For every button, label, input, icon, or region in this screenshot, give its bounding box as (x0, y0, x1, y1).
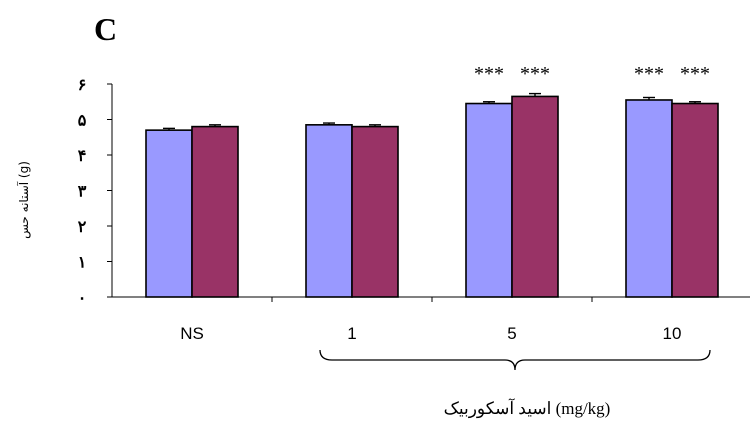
error-bars (163, 92, 701, 131)
significance-marker: *** (474, 63, 504, 85)
panel-label: C (94, 11, 117, 47)
bar (511, 95, 559, 298)
x-tick-label: 1 (347, 324, 356, 343)
significance-markers: *** *** *** *** (474, 63, 710, 85)
x-axis-label: اسید آسکوربیک (mg/kg) (444, 397, 611, 419)
x-tick-label: 5 (507, 324, 516, 343)
bar (465, 102, 513, 298)
bar (671, 102, 719, 298)
y-axis: ۰ ۱ ۲ ۳ ۴ ۵ ۶ (78, 75, 113, 307)
y-axis-label: آستانه حس (g) (16, 161, 32, 239)
y-tick-label: ۴ (78, 146, 87, 165)
y-tick-label: ۰ (78, 288, 87, 307)
bars (145, 95, 719, 298)
category-brace (319, 349, 711, 371)
bar (351, 125, 399, 298)
bar (191, 125, 239, 298)
bar (305, 124, 353, 298)
y-tick-label: ۲ (78, 217, 87, 236)
significance-marker: *** (680, 63, 710, 85)
y-tick-label: ۵ (78, 111, 87, 130)
y-tick-label: ۶ (78, 75, 87, 94)
x-tick-label: 10 (663, 324, 682, 343)
significance-marker: *** (520, 63, 550, 85)
x-tick-label: NS (180, 324, 204, 343)
x-tick-labels: NS 1 5 10 (180, 324, 681, 343)
bar (625, 99, 673, 298)
y-tick-label: ۳ (78, 182, 87, 201)
significance-marker: *** (634, 63, 664, 85)
bar (145, 129, 193, 298)
y-tick-label: ۱ (78, 253, 87, 272)
